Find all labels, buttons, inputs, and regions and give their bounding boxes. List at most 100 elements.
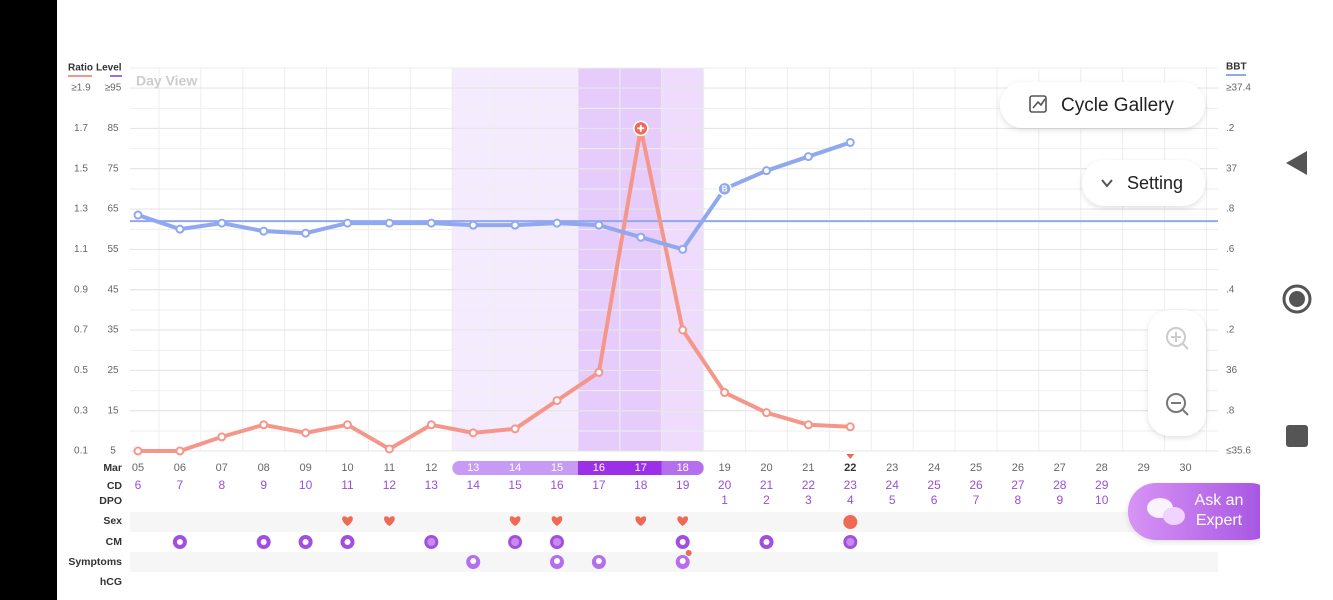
y2-tick-label: .6 bbox=[1226, 244, 1235, 255]
date-pill bbox=[577, 461, 662, 475]
y2-tick-label: .8 bbox=[1226, 204, 1235, 215]
row-stripe bbox=[130, 512, 1218, 532]
zoom-out[interactable] bbox=[1166, 393, 1189, 416]
level-tick-label: 35 bbox=[107, 325, 119, 336]
notification-dot bbox=[685, 550, 692, 556]
axis-legend bbox=[110, 75, 122, 77]
date-label: 24 bbox=[928, 462, 940, 474]
date-label: 09 bbox=[299, 462, 311, 474]
cd-label: 29 bbox=[1095, 478, 1109, 492]
data-point bbox=[803, 152, 813, 162]
sex-icon bbox=[635, 516, 647, 526]
y2-tick-label: .8 bbox=[1226, 405, 1235, 416]
cm-icon-inner bbox=[846, 538, 855, 546]
cd-label: 6 bbox=[135, 478, 142, 492]
cd-label: 20 bbox=[718, 478, 732, 492]
data-point bbox=[426, 420, 436, 430]
cd-label: 11 bbox=[341, 478, 354, 492]
cd-label: 14 bbox=[467, 478, 481, 492]
date-label: 20 bbox=[760, 462, 772, 474]
cycle-gallery-button[interactable]: Cycle Gallery bbox=[1000, 82, 1205, 128]
cm-icon-inner bbox=[176, 539, 183, 545]
fertile-band bbox=[452, 68, 578, 451]
dpo-label: 8 bbox=[1015, 493, 1022, 507]
date-label: 10 bbox=[341, 462, 353, 474]
level-tick-label: ≥95 bbox=[105, 83, 122, 94]
data-point bbox=[720, 388, 730, 398]
y-tick-label: 1.5 bbox=[74, 163, 88, 174]
date-label: 29 bbox=[1137, 462, 1149, 474]
data-point bbox=[762, 408, 771, 418]
setting-button[interactable]: Setting bbox=[1082, 160, 1205, 206]
row-label: Sex bbox=[103, 515, 122, 527]
data-point bbox=[217, 218, 227, 228]
button-label[interactable]: Setting bbox=[1127, 173, 1183, 193]
today-marker bbox=[846, 454, 855, 459]
left-bar bbox=[0, 0, 57, 600]
sex-icon bbox=[342, 516, 353, 526]
cd-label: 17 bbox=[592, 478, 606, 492]
nav-recents[interactable] bbox=[1286, 425, 1308, 447]
cm-icon-inner bbox=[260, 539, 267, 545]
y-tick-label: 0.3 bbox=[74, 405, 88, 416]
y2-tick-label: 36 bbox=[1226, 365, 1238, 376]
button-label[interactable]: Ask an bbox=[1195, 492, 1244, 509]
y2-tick-label: ≤35.6 bbox=[1226, 446, 1251, 457]
level-tick-label: 85 bbox=[107, 123, 119, 134]
button-label[interactable]: Cycle Gallery bbox=[1061, 95, 1174, 116]
level-tick-label: 55 bbox=[107, 244, 119, 255]
row-label: CD bbox=[107, 480, 123, 492]
y-tick-label: 1.3 bbox=[74, 204, 88, 215]
data-point bbox=[384, 218, 394, 228]
dpo-label: 3 bbox=[805, 493, 812, 507]
y-tick-label: 0.7 bbox=[74, 325, 88, 336]
y-tick-label: 0.9 bbox=[74, 284, 88, 295]
dpo-label: 6 bbox=[931, 493, 938, 507]
date-label: 21 bbox=[802, 462, 814, 474]
cd-label: 25 bbox=[927, 478, 941, 492]
y-tick-label: 1.1 bbox=[74, 244, 88, 255]
level-tick-label: 5 bbox=[110, 446, 116, 457]
data-point bbox=[175, 446, 185, 456]
row-stripe bbox=[130, 552, 1218, 572]
cd-label: 18 bbox=[634, 478, 648, 492]
data-point bbox=[259, 420, 269, 430]
date-label: 15 bbox=[551, 462, 563, 474]
cd-label: 19 bbox=[676, 478, 690, 492]
date-label: 18 bbox=[677, 462, 689, 474]
data-point bbox=[468, 220, 478, 230]
nav-home[interactable] bbox=[1282, 284, 1312, 314]
nav-back[interactable] bbox=[1286, 151, 1307, 175]
cm-icon-inner bbox=[553, 538, 561, 546]
date-label: 11 bbox=[384, 462, 395, 474]
data-point bbox=[343, 420, 352, 430]
sex-icon bbox=[677, 516, 689, 526]
axis-title: Ratio bbox=[68, 63, 93, 74]
data-point bbox=[343, 218, 352, 228]
dpo-label: 10 bbox=[1095, 493, 1109, 507]
ask-expert-button[interactable]: Ask an Expert bbox=[1128, 483, 1278, 540]
axis-legend bbox=[68, 75, 92, 77]
y-tick-label: 0.1 bbox=[74, 446, 88, 457]
button-label[interactable]: Expert bbox=[1196, 512, 1243, 529]
row-label: hCG bbox=[100, 576, 122, 588]
cd-label: 28 bbox=[1053, 478, 1067, 492]
symptom-icon-inner bbox=[595, 558, 602, 564]
zoom-in[interactable] bbox=[1166, 327, 1189, 350]
symptom-icon-inner bbox=[470, 558, 477, 564]
cm-icon-inner bbox=[763, 539, 770, 545]
row-label: Mar bbox=[103, 462, 122, 474]
sex-icon bbox=[551, 516, 563, 526]
data-point bbox=[426, 218, 436, 228]
date-label: 19 bbox=[718, 462, 730, 474]
cd-label: 26 bbox=[969, 478, 983, 492]
sex-icon bbox=[384, 516, 395, 526]
data-point bbox=[510, 220, 520, 230]
level-tick-label: 25 bbox=[107, 365, 119, 376]
y2-tick-label: 37 bbox=[1226, 163, 1238, 174]
sex-icon bbox=[843, 515, 858, 529]
row-label: DPO bbox=[99, 495, 122, 507]
date-label: 23 bbox=[886, 462, 898, 474]
dpo-label: 4 bbox=[847, 493, 854, 507]
level-tick-label: 75 bbox=[107, 163, 119, 174]
